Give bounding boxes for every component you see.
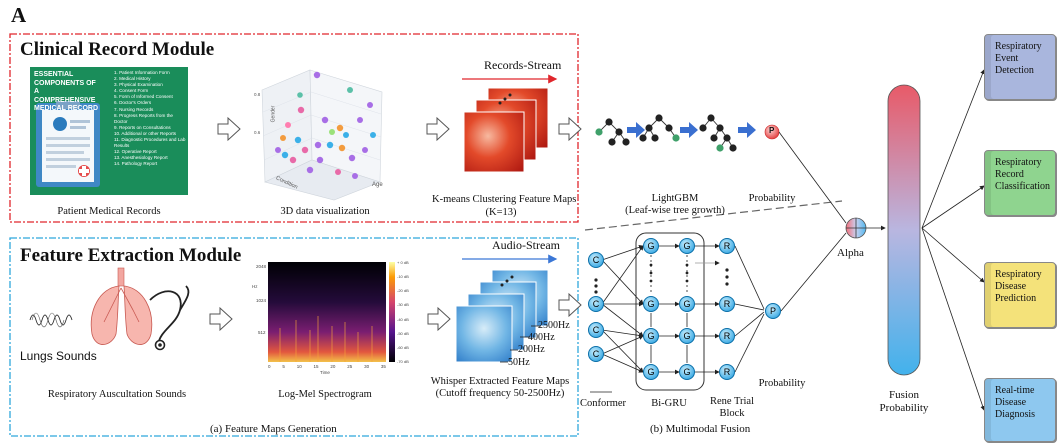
spectrogram [268,262,395,362]
gru-backward-node-1: G [679,238,695,254]
gru-backward-node-3: G [679,328,695,344]
scatter-axis-y: Gender [270,105,277,123]
conformer-dots [594,263,729,294]
fusion-edges [601,69,985,411]
fusion-probability-bar [887,84,921,376]
rene-label-2: Block [719,408,745,419]
scatter-tick-2: 0.6 [254,130,261,135]
output-respiratory-disease-prediction: Respiratory Disease Prediction [984,262,1056,328]
spec-ytick-1024: 1024 [256,298,267,303]
lightgbm-sub-caption: (Leaf-wise tree growth) [625,205,725,216]
kmeans-caption: K-means Clustering Feature Maps [432,194,577,205]
spec-ytick-2048: 2048 [256,264,267,269]
lightgbm-nodes [595,114,737,152]
patient-records-caption: Patient Medical Records [57,206,161,217]
records-p-label: P [769,126,775,135]
spec-ytick-512: 512 [258,330,266,335]
feature-module-box [9,237,579,437]
gru-forward-node-1: G [643,238,659,254]
rene-node-3: R [719,328,735,344]
clinical-module-box [9,33,579,223]
section-divider [584,200,843,231]
records-stream-label: Records-Stream [484,58,562,72]
freq-50: 50Hz [508,357,530,368]
fusion-label-2: Probability [879,402,929,414]
medical-record-card [30,67,188,195]
whisper-feature-maps [455,269,549,363]
audio-stream-label: Audio-Stream [492,238,560,252]
3d-scatter-plot [261,69,383,201]
lungs-sounds-label: Lungs Sounds [20,349,97,363]
spec-xticks: 0 5 10 15 20 25 30 35 [268,364,386,369]
feature-module-title: Feature Extraction Module [20,245,242,266]
viz-caption: 3D data visualization [280,206,370,217]
record-card-heading: ESSENTIAL COMPONENTS OF A COMPREHENSIVE … [34,71,99,112]
bigru-label: Bi-GRU [651,398,687,409]
section-a-caption: (a) Feature Maps Generation [210,423,337,435]
freq-200: 200Hz [518,344,545,355]
gru-forward-node-2: G [643,296,659,312]
conformer-node-2: C [588,296,604,312]
audio-probability-node: P [765,303,781,319]
gru-forward-node-3: G [643,328,659,344]
spec-colorbar-ticks: + 0 dB -10 dB -20 dB -30 dB -40 dB -50 dB -60 … [397,260,409,364]
conformer-node-4: C [588,346,604,362]
spectrogram-caption: Log-Mel Spectrogram [278,389,372,400]
output-real-time-disease-diagnosis: Real-time Disease Diagnosis [984,378,1056,442]
lightgbm-caption: LightGBM [651,193,699,204]
scatter-axis-age: Age [372,182,383,188]
scatter-points [275,71,376,179]
bigru-container [635,232,705,391]
conformer-node-1: C [588,252,604,268]
records-probability-caption: Probability [748,193,796,204]
figure-label: A [11,3,27,27]
spec-xlabel: Time [320,370,330,375]
freq-2500: 2500Hz [538,320,570,331]
rene-node-4: R [719,364,735,380]
freq-400: 400Hz [528,332,555,343]
kmeans-k-caption: (K=13) [485,207,517,218]
scatter-tick-1: 0.8 [254,92,261,97]
alpha-label: Alpha [837,247,864,259]
gru-forward-node-4: G [643,364,659,380]
rene-node-2: R [719,296,735,312]
gru-backward-node-2: G [679,296,695,312]
whisper-caption: Whisper Extracted Feature Maps [430,376,570,387]
gru-backward-node-4: G [679,364,695,380]
section-b-caption: (b) Multimodal Fusion [650,423,751,435]
kmeans-feature-maps [463,87,549,173]
audio-probability-caption: Probability [758,378,806,389]
clinical-module-title: Clinical Record Module [20,39,215,60]
output-respiratory-event-detection: Respiratory Event Detection [984,34,1056,100]
whisper-sub-caption: (Cutoff frequency 50-2500Hz) [435,388,565,399]
lungs-caption: Respiratory Auscultation Sounds [47,389,187,400]
conformer-node-3: C [588,322,604,338]
spec-ylabel: Hz [252,284,258,289]
hollow-arrows [209,116,582,332]
fusion-label-1: Fusion [889,389,919,401]
record-card-items: 1. Patient Information Form 2. Medical H… [114,70,186,167]
alpha-node [845,217,867,239]
output-respiratory-record-classification: Respiratory Record Classification [984,150,1056,216]
lungs-illustration [29,267,190,351]
rene-label-1: Rene Trial [709,396,755,407]
lightgbm-arrows [627,122,756,138]
conformer-label: Conformer [579,398,627,409]
rene-node-1: R [719,238,735,254]
